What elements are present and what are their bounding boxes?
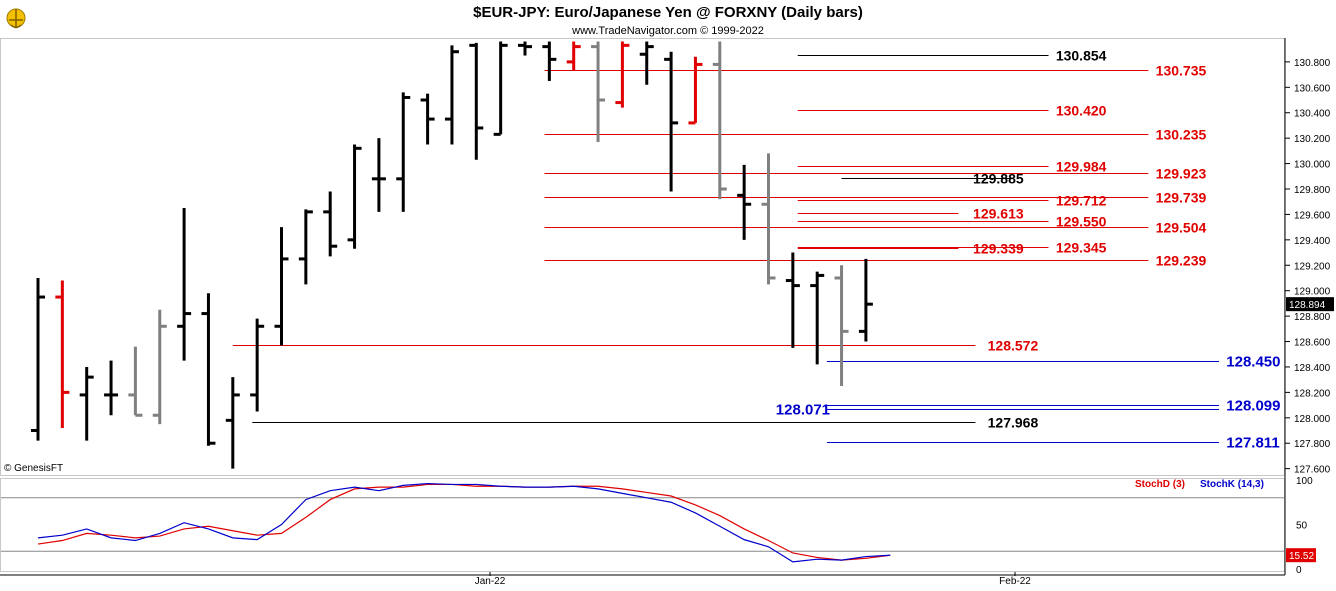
ohlc-bar [542,41,557,81]
ohlc-bar [566,41,581,71]
level-label: 129.550 [1056,214,1107,230]
ohlc-bar [396,92,411,212]
level-label: 129.712 [1056,193,1107,209]
indicator-tick-label: 0 [1296,565,1302,576]
level-label: 130.735 [1156,63,1207,79]
ohlc-bar [323,191,338,257]
stochastic-indicator: 100 50 0 15.52 [1,476,1316,576]
indicator-value-label: 15.52 [1289,551,1314,562]
ohlc-bar [810,271,825,365]
price-tick-label: 130.800 [1294,58,1331,69]
price-tick-label: 129.000 [1294,287,1331,298]
logo-icon [6,8,26,29]
ohlc-bar [298,209,313,285]
level-label: 129.613 [973,206,1024,222]
price-levels: 130.854 130.735 130.420 130.235 129.984 129.9… [232,48,1281,452]
indicator-tick-label: 100 [1296,476,1313,487]
ohlc-bar [347,144,362,249]
ohlc-bar [664,51,679,192]
level-label: 129.923 [1156,166,1207,182]
price-tick-label: 128.000 [1294,414,1331,425]
stoch-k-line [37,482,891,563]
ohlc-bar [493,41,508,136]
level-label: 128.450 [1226,354,1280,371]
price-tick-label: 128.600 [1294,338,1331,349]
ohlc-bar [201,293,216,446]
ohlc-bar [128,346,143,417]
level-label: 130.235 [1156,127,1207,143]
price-tick-label: 128.200 [1294,388,1331,399]
ohlc-bar [420,93,435,145]
ohlc-bar [225,377,240,469]
ohlc-bar [444,45,459,145]
price-tick-label: 127.600 [1294,465,1331,476]
ohlc-bar [737,164,752,240]
price-axis: 130.800 130.600 130.400 130.200 130.000 129.8… [1285,58,1334,476]
price-tick-label: 129.800 [1294,185,1331,196]
ohlc-bar [834,265,849,387]
ohlc-bar [688,56,703,125]
stoch-k-legend: StochK (14,3) [1200,479,1264,490]
ohlc-bar [469,42,484,160]
ohlc-bar [152,309,167,425]
level-label: 129.239 [1156,253,1207,269]
price-tick-label: 128.800 [1294,312,1331,323]
level-label: 130.854 [1056,48,1107,64]
ohlc-bar [712,41,727,200]
current-price-label: 128.894 [1289,300,1326,311]
date-tick-label: Jan-22 [475,576,506,587]
price-tick-label: 128.400 [1294,363,1331,374]
price-tick-label: 130.600 [1294,83,1331,94]
ohlc-bar [250,318,265,412]
price-tick-label: 129.600 [1294,210,1331,221]
stoch-d-legend: StochD (3) [1135,479,1185,490]
price-tick-label: 129.200 [1294,261,1331,272]
date-axis: Jan-22 Feb-22 [0,572,1285,587]
level-label: 129.339 [973,241,1024,257]
ohlc-bar [761,153,776,285]
ohlc-bar [615,41,630,108]
current-price-tag [1286,297,1334,312]
level-label: 128.071 [776,402,830,419]
price-tick-label: 129.400 [1294,236,1331,247]
price-tick-label: 127.800 [1294,439,1331,450]
level-label: 129.885 [973,171,1024,187]
level-label: 129.504 [1156,220,1207,236]
indicator-value-tag [1286,548,1316,563]
price-tick-label: 130.400 [1294,109,1331,120]
level-label: 128.099 [1226,398,1280,415]
ohlc-bar [31,277,45,441]
date-tick-label: Feb-22 [999,576,1031,587]
level-label: 127.811 [1226,435,1279,452]
chart-title: $EUR-JPY: Euro/Japanese Yen @ FORXNY (Da… [473,4,863,21]
credit-label: © GenesisFT [4,463,63,474]
ohlc-bar [104,360,119,416]
indicator-tick-label: 50 [1296,521,1308,532]
level-label: 129.984 [1056,159,1107,175]
ohlc-bar [274,227,289,346]
ohlc-bar [55,280,70,428]
ohlc-bar [518,41,532,56]
ohlc-bar [371,138,386,212]
price-tick-label: 130.000 [1294,160,1331,171]
stoch-d-line [37,483,891,561]
chart-subtitle: www.TradeNavigator.com © 1999-2022 [571,25,764,37]
level-label: 129.345 [1056,240,1107,256]
level-label: 130.420 [1056,103,1107,119]
level-label: 129.739 [1156,190,1207,206]
ohlc-bar [177,208,192,361]
ohlc-bar [591,41,606,142]
ohlc-bar [785,252,800,348]
ohlc-bar [858,258,873,342]
ohlc-bar [639,41,654,85]
level-label: 128.572 [988,338,1039,354]
ohlc-bars [31,41,873,469]
ohlc-bar [79,366,94,441]
price-tick-label: 130.200 [1294,134,1331,145]
level-label: 127.968 [988,415,1039,431]
